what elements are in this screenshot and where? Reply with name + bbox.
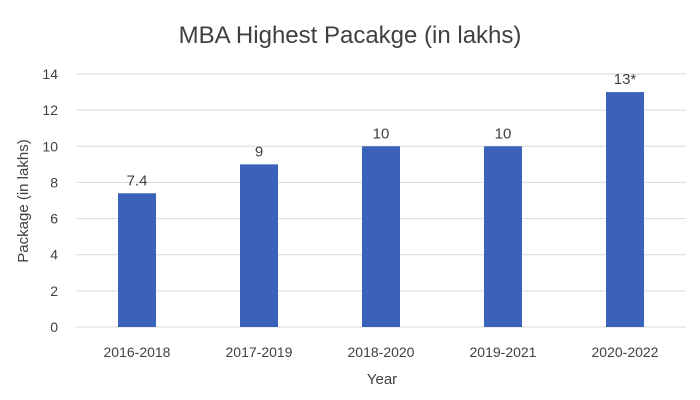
x-axis-title: Year xyxy=(367,371,397,388)
bar xyxy=(484,146,522,327)
y-tick-label: 12 xyxy=(42,102,58,118)
chart-title: MBA Highest Pacakge (in lakhs) xyxy=(179,22,522,49)
bar xyxy=(606,92,644,327)
x-tick-label: 2019-2021 xyxy=(470,344,537,360)
x-tick-label: 2020-2022 xyxy=(592,344,659,360)
data-label: 9 xyxy=(255,143,263,160)
x-tick-label: 2018-2020 xyxy=(348,344,415,360)
data-label: 10 xyxy=(495,125,512,142)
data-label: 7.4 xyxy=(127,172,148,189)
y-tick-label: 6 xyxy=(50,211,58,227)
y-tick-label: 4 xyxy=(50,247,58,263)
y-tick-label: 14 xyxy=(42,66,58,82)
bar xyxy=(118,193,156,327)
x-axis-ticks: 2016-2018 2017-2019 2018-2020 2019-2021 2020… xyxy=(104,344,659,360)
data-labels: 7.4 9 10 10 13* xyxy=(127,71,637,189)
y-axis-ticks: 0 2 4 6 8 10 12 14 xyxy=(42,66,58,335)
y-tick-label: 8 xyxy=(50,174,58,190)
y-tick-label: 10 xyxy=(42,138,58,154)
data-label: 10 xyxy=(373,125,390,142)
y-tick-label: 0 xyxy=(50,319,58,335)
data-label: 13* xyxy=(614,71,637,88)
x-tick-label: 2017-2019 xyxy=(226,344,293,360)
bar xyxy=(240,164,278,327)
y-axis-title: Package (in lakhs) xyxy=(15,139,32,262)
bars xyxy=(118,92,644,327)
y-tick-label: 2 xyxy=(50,283,58,299)
x-tick-label: 2016-2018 xyxy=(104,344,171,360)
bar xyxy=(362,146,400,327)
